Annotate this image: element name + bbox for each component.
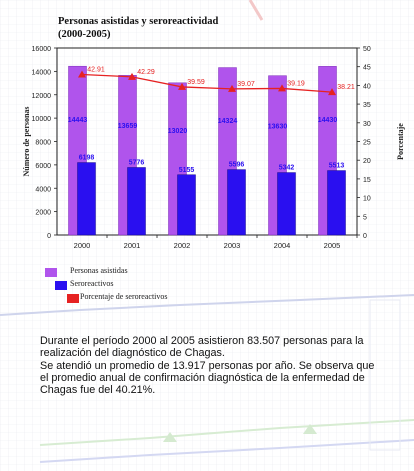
legend-item-assisted: Personas asistidas: [40, 266, 260, 278]
description-line: Durante el período 2000 al 2005 asistier…: [40, 335, 364, 347]
y-left-tick-label: 6000: [35, 163, 51, 170]
percentage-line: [81, 73, 333, 93]
y-right-axis-title: Porcentaje: [396, 123, 405, 160]
bar-assisted-label: 14443: [68, 117, 88, 124]
bar-assisted-label: 13020: [168, 128, 188, 135]
bar-seroreactive-label: 5155: [179, 167, 195, 174]
x-tick-label: 2002: [174, 241, 191, 250]
bar-assisted-label: 13630: [268, 123, 288, 130]
description-line: realización del diagnóstico de Chagas.: [40, 347, 225, 360]
y-left-tick-label: 10000: [32, 116, 52, 123]
legend-label-seroreactive: Seroreactivos: [70, 279, 114, 288]
bar-seroreactive: [77, 162, 96, 236]
legend-label-percentage: Porcentaje de seroreactivos: [80, 292, 168, 301]
bar-seroreactive: [127, 167, 146, 236]
y-right-tick-label: 50: [363, 46, 371, 53]
y-right-tick-label: 15: [363, 177, 371, 184]
x-tick-label: 2003: [224, 241, 241, 250]
y-left-tick-label: 2000: [35, 210, 51, 217]
description-line: Se atendió un promedio de 13.917 persona…: [40, 359, 375, 372]
bar-assisted-label: 13659: [118, 123, 138, 130]
y-left-axis-title: Número de personas: [22, 106, 31, 176]
bar-seroreactive-label: 5342: [279, 165, 295, 172]
percentage-label: 42.91: [87, 67, 105, 74]
chart-subtitle: (2000-2005): [58, 29, 111, 40]
bar-assisted-label: 14324: [218, 118, 238, 125]
percentage-marker: [178, 82, 186, 90]
percentage-label: 38.21: [337, 84, 355, 91]
y-right-tick-label: 10: [363, 196, 371, 203]
bar-line-chart: 0200040006000800010000120001400016000051…: [22, 46, 405, 250]
legend-swatch-seroreactive: [55, 281, 67, 290]
legend-item-seroreactive: Seroreactivos: [40, 279, 260, 291]
bar-seroreactive-label: 5513: [329, 163, 345, 170]
legend-swatch-percentage: [67, 294, 79, 303]
x-tick-label: 2001: [124, 241, 141, 250]
percentage-marker: [128, 72, 136, 80]
y-left-tick-label: 14000: [32, 69, 52, 76]
percentage-marker: [278, 84, 286, 92]
bar-assisted-label: 14430: [318, 117, 338, 124]
percentage-label: 39.07: [237, 81, 255, 88]
chart-legend: Personas asistidas Seroreactivos Porcent…: [40, 262, 260, 310]
percentage-marker: [228, 84, 236, 92]
y-right-tick-label: 25: [363, 140, 371, 147]
bar-seroreactive-label: 5596: [229, 162, 245, 169]
description-text: Durante el período 2000 al 2005 asistier…: [40, 335, 406, 396]
legend-item-percentage: Porcentaje de seroreactivos: [40, 292, 260, 304]
y-right-tick-label: 0: [363, 233, 367, 240]
y-left-tick-label: 0: [47, 233, 51, 240]
x-tick-label: 2000: [74, 241, 91, 250]
y-right-tick-label: 40: [363, 83, 371, 90]
y-right-tick-label: 35: [363, 102, 371, 109]
percentage-marker: [328, 88, 336, 96]
y-left-tick-label: 8000: [35, 140, 51, 147]
percentage-label: 42.29: [137, 69, 155, 76]
y-right-tick-label: 20: [363, 158, 371, 165]
y-right-tick-label: 45: [363, 65, 371, 72]
y-right-tick-label: 30: [363, 121, 371, 128]
percentage-marker: [78, 70, 86, 78]
description-line: el promedio anual de confirmación diagnó…: [40, 371, 365, 384]
bar-seroreactive-label: 5776: [129, 159, 145, 166]
y-left-tick-label: 16000: [32, 46, 52, 53]
bar-seroreactive: [177, 174, 196, 236]
bar-seroreactive: [277, 172, 296, 236]
percentage-label: 39.59: [187, 79, 205, 86]
y-right-tick-label: 5: [363, 214, 367, 221]
description-line: Chagas fue del 40.21%.: [40, 384, 156, 397]
bar-seroreactive: [327, 170, 346, 236]
bar-seroreactive: [227, 169, 246, 236]
chart-title: Personas asistidas y seroreactividad: [58, 16, 219, 27]
legend-label-assisted: Personas asistidas: [70, 266, 128, 275]
percentage-label: 39.19: [287, 80, 305, 87]
y-left-tick-label: 4000: [35, 186, 51, 193]
legend-swatch-assisted: [45, 268, 57, 277]
x-tick-label: 2004: [274, 241, 291, 250]
x-tick-label: 2005: [324, 241, 341, 250]
bar-seroreactive-label: 6198: [79, 155, 95, 162]
y-left-tick-label: 12000: [32, 93, 52, 100]
